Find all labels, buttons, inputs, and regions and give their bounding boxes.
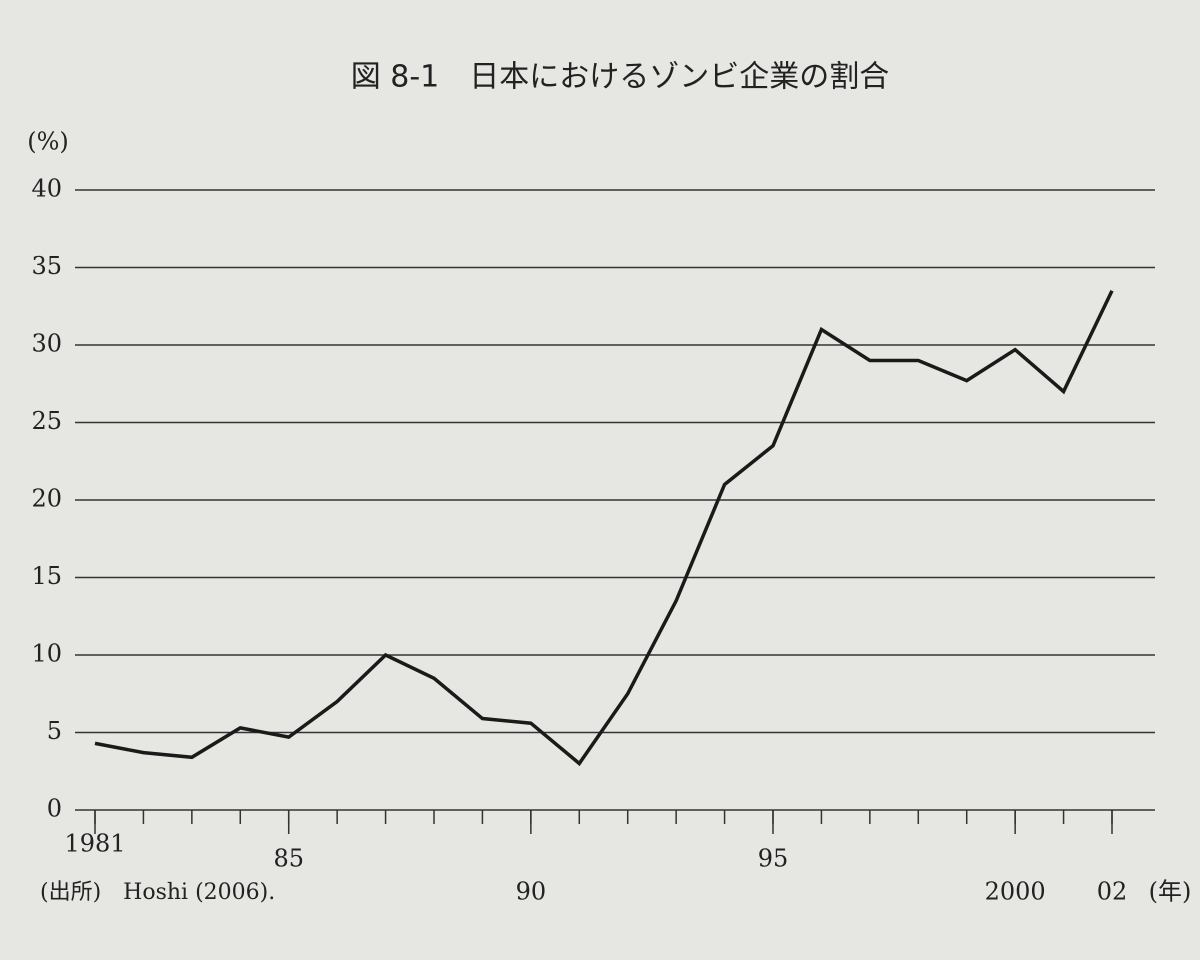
y-tick-label: 10 bbox=[31, 640, 62, 668]
y-tick-label: 20 bbox=[31, 485, 62, 513]
x-tick-label: 2000 bbox=[985, 878, 1046, 906]
y-tick-label: 0 bbox=[47, 795, 62, 823]
y-tick-label: 25 bbox=[31, 407, 62, 435]
y-tick-label: 30 bbox=[31, 330, 62, 358]
y-tick-label: 35 bbox=[31, 252, 62, 280]
x-axis-label: (年) bbox=[1149, 878, 1192, 906]
y-axis-label: (%) bbox=[27, 128, 69, 156]
data-line bbox=[94, 289, 1114, 767]
chart-title: 図 8-1 日本におけるゾンビ企業の割合 bbox=[351, 60, 890, 95]
y-tick-label: 5 bbox=[47, 717, 62, 745]
y-tick-label: 40 bbox=[31, 175, 62, 203]
x-tick-label: 95 bbox=[758, 845, 789, 873]
source-note: (出所) Hoshi (2006). bbox=[40, 880, 275, 905]
x-tick-label: 1981 bbox=[64, 830, 125, 858]
x-tick-label: 90 bbox=[516, 878, 547, 906]
x-tick-label: 02 bbox=[1097, 878, 1128, 906]
x-tick-label: 85 bbox=[273, 845, 304, 873]
y-tick-label: 15 bbox=[31, 562, 62, 590]
